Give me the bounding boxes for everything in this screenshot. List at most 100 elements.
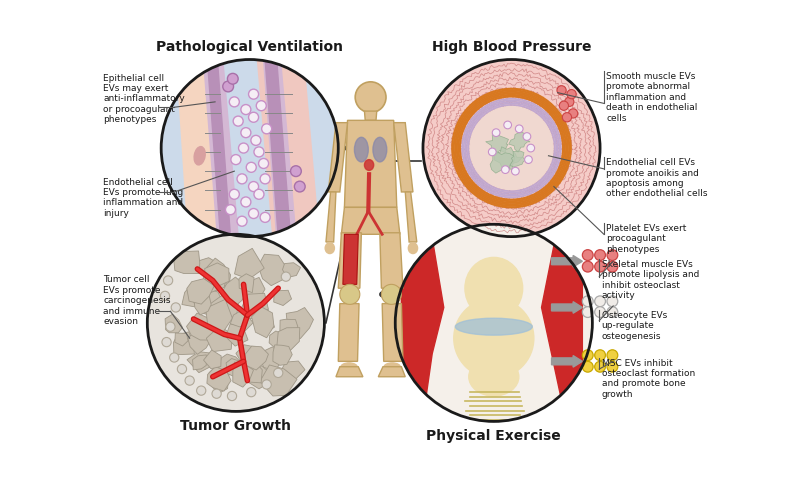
Circle shape bbox=[582, 350, 593, 361]
Polygon shape bbox=[244, 360, 262, 383]
Polygon shape bbox=[393, 123, 413, 193]
Circle shape bbox=[260, 213, 270, 223]
Circle shape bbox=[282, 272, 290, 282]
Circle shape bbox=[225, 205, 236, 215]
Polygon shape bbox=[286, 308, 313, 339]
Circle shape bbox=[254, 148, 264, 158]
Polygon shape bbox=[365, 112, 377, 121]
Ellipse shape bbox=[408, 243, 418, 254]
FancyArrow shape bbox=[552, 302, 582, 314]
Circle shape bbox=[607, 362, 618, 372]
Circle shape bbox=[380, 292, 385, 297]
Circle shape bbox=[197, 386, 206, 395]
Circle shape bbox=[248, 90, 259, 100]
Polygon shape bbox=[343, 235, 358, 285]
Polygon shape bbox=[251, 307, 274, 338]
Circle shape bbox=[565, 98, 574, 107]
Circle shape bbox=[515, 126, 523, 134]
Circle shape bbox=[162, 338, 171, 347]
Polygon shape bbox=[236, 345, 255, 366]
Polygon shape bbox=[241, 294, 268, 320]
Circle shape bbox=[160, 292, 170, 301]
Polygon shape bbox=[280, 319, 298, 337]
Circle shape bbox=[345, 225, 350, 229]
Circle shape bbox=[595, 250, 606, 261]
Circle shape bbox=[231, 155, 241, 165]
Circle shape bbox=[259, 159, 269, 169]
Circle shape bbox=[557, 87, 566, 96]
Circle shape bbox=[237, 217, 247, 227]
Text: MSC EVs inhibit
osteoclast formation
and promote bone
growth: MSC EVs inhibit osteoclast formation and… bbox=[602, 358, 695, 398]
Polygon shape bbox=[175, 333, 188, 346]
Polygon shape bbox=[204, 60, 238, 237]
Polygon shape bbox=[219, 354, 241, 378]
Polygon shape bbox=[490, 152, 515, 174]
Circle shape bbox=[171, 303, 181, 313]
Polygon shape bbox=[193, 355, 206, 370]
Circle shape bbox=[607, 307, 618, 318]
Circle shape bbox=[488, 149, 496, 156]
Polygon shape bbox=[339, 304, 359, 362]
Circle shape bbox=[256, 102, 266, 111]
Polygon shape bbox=[177, 60, 227, 237]
Polygon shape bbox=[510, 152, 526, 167]
Circle shape bbox=[595, 362, 606, 372]
Circle shape bbox=[163, 276, 173, 286]
Circle shape bbox=[248, 113, 259, 123]
Circle shape bbox=[355, 83, 386, 113]
Circle shape bbox=[501, 166, 509, 174]
Polygon shape bbox=[197, 260, 210, 275]
Circle shape bbox=[223, 82, 234, 92]
Circle shape bbox=[607, 250, 618, 261]
Polygon shape bbox=[207, 367, 231, 391]
Circle shape bbox=[381, 285, 401, 305]
Circle shape bbox=[233, 117, 243, 127]
Polygon shape bbox=[274, 291, 292, 306]
Circle shape bbox=[340, 285, 360, 305]
Text: Smooth muscle EVs
promote abnormal
inflammation and
death in endothelial
cells: Smooth muscle EVs promote abnormal infla… bbox=[606, 72, 698, 122]
Polygon shape bbox=[235, 249, 264, 280]
Polygon shape bbox=[207, 60, 231, 237]
Ellipse shape bbox=[340, 363, 358, 372]
Circle shape bbox=[290, 166, 301, 177]
Polygon shape bbox=[339, 233, 362, 288]
Polygon shape bbox=[485, 134, 508, 156]
Polygon shape bbox=[226, 359, 245, 378]
Ellipse shape bbox=[455, 318, 532, 335]
Text: Epithelial cell
EVs may exert
anti-inflammatory
or procoagulant
phenotypes: Epithelial cell EVs may exert anti-infla… bbox=[103, 74, 186, 124]
Circle shape bbox=[595, 262, 606, 272]
Polygon shape bbox=[226, 324, 248, 347]
Polygon shape bbox=[194, 291, 211, 315]
Polygon shape bbox=[380, 233, 403, 288]
Circle shape bbox=[504, 122, 511, 130]
Polygon shape bbox=[204, 350, 221, 369]
Circle shape bbox=[248, 209, 259, 219]
Text: Endothelial cell
EVs promote lung
inflammation and
injury: Endothelial cell EVs promote lung inflam… bbox=[103, 177, 184, 217]
Circle shape bbox=[254, 190, 264, 200]
Circle shape bbox=[274, 368, 283, 378]
Polygon shape bbox=[273, 345, 293, 365]
Text: Physical Exercise: Physical Exercise bbox=[427, 428, 561, 442]
Circle shape bbox=[241, 128, 251, 138]
Ellipse shape bbox=[354, 138, 368, 163]
Polygon shape bbox=[174, 332, 194, 355]
Polygon shape bbox=[378, 367, 405, 377]
Circle shape bbox=[395, 225, 592, 422]
Polygon shape bbox=[258, 60, 319, 237]
Ellipse shape bbox=[469, 358, 519, 396]
Circle shape bbox=[262, 380, 271, 389]
Circle shape bbox=[247, 388, 256, 397]
Polygon shape bbox=[205, 300, 232, 332]
Circle shape bbox=[595, 350, 606, 361]
Circle shape bbox=[454, 299, 534, 378]
Ellipse shape bbox=[365, 160, 374, 171]
Text: Osteocyte EVs
up-regulate
osteogenesis: Osteocyte EVs up-regulate osteogenesis bbox=[602, 310, 667, 340]
Polygon shape bbox=[186, 313, 219, 340]
Polygon shape bbox=[509, 133, 531, 153]
Circle shape bbox=[239, 144, 248, 154]
Ellipse shape bbox=[465, 258, 523, 319]
Polygon shape bbox=[336, 367, 363, 377]
Circle shape bbox=[607, 262, 618, 272]
Circle shape bbox=[229, 98, 239, 107]
Polygon shape bbox=[263, 60, 296, 237]
